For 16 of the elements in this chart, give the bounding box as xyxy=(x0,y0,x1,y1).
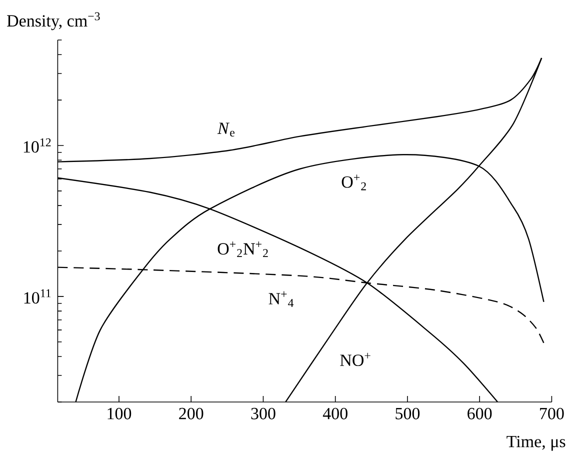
x-tick-label: 300 xyxy=(251,408,276,420)
x-tick-label: 700 xyxy=(540,408,564,420)
y-tick-label: 10$^{12}$ xyxy=(24,138,51,153)
y-tick-label: 10$^{11}$ xyxy=(24,289,51,304)
x-tick-label: 200 xyxy=(179,408,204,420)
series-label: N$^{+}$4 xyxy=(268,291,294,307)
x-axis-title: Time, μs xyxy=(506,436,566,451)
series-label: NO$^{+}$ xyxy=(340,352,370,366)
x-tick-label: 100 xyxy=(108,408,132,420)
series-label: O$^{+}$$_{2}$N$^{+}$2 xyxy=(218,241,268,258)
x-tick-label: 400 xyxy=(322,408,348,420)
y-axis-title: Density, cm$^{−3}$ xyxy=(7,12,100,30)
series-label: N$_{e}$ xyxy=(217,122,234,137)
series-label: O$^{+}$2 xyxy=(342,174,366,190)
x-tick-label: 500 xyxy=(396,408,420,420)
x-tick-label: 600 xyxy=(468,408,492,420)
